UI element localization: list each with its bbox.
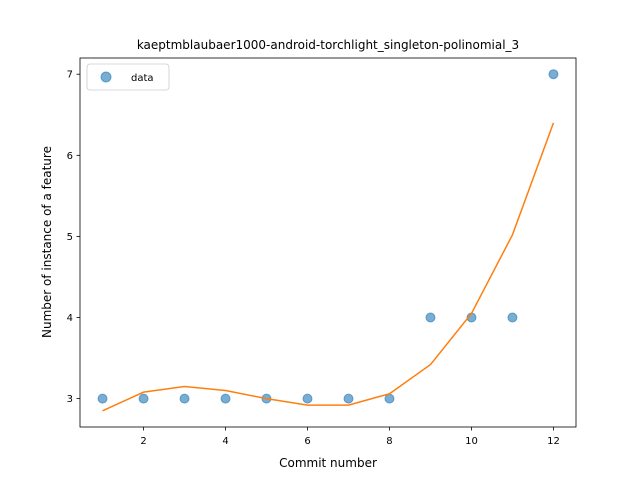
data-point xyxy=(548,69,559,80)
chart-title: kaeptmblaubaer1000-android-torchlight_si… xyxy=(137,38,519,52)
y-tick-label: 5 xyxy=(67,232,73,243)
plot-area xyxy=(97,69,559,412)
x-tick-label: 4 xyxy=(222,436,228,447)
x-tick-label: 6 xyxy=(304,436,310,447)
legend-box xyxy=(86,63,170,91)
data-point xyxy=(302,393,313,404)
y-tick-label: 4 xyxy=(67,313,73,324)
y-axis: 3 4 5 6 7 xyxy=(67,70,80,405)
legend: data xyxy=(86,63,170,91)
data-point xyxy=(343,393,354,404)
x-axis-label: Commit number xyxy=(279,456,377,470)
fit-line xyxy=(102,122,555,412)
x-tick-label: 12 xyxy=(547,436,560,447)
axes-frame xyxy=(79,57,577,428)
data-point xyxy=(220,393,231,404)
data-point xyxy=(179,393,190,404)
legend-marker-data xyxy=(100,71,112,83)
data-point xyxy=(138,393,149,404)
data-point xyxy=(384,393,395,404)
x-tick-label: 10 xyxy=(465,436,478,447)
data-point xyxy=(97,393,108,404)
data-point xyxy=(507,312,518,323)
y-tick-label: 3 xyxy=(67,394,73,405)
data-point xyxy=(425,312,436,323)
x-tick-label: 2 xyxy=(140,436,146,447)
legend-label-data: data xyxy=(131,73,154,84)
y-tick-label: 6 xyxy=(67,151,73,162)
y-axis-label: Number of instance of a feature xyxy=(40,146,54,338)
y-tick-label: 7 xyxy=(67,70,73,81)
x-tick-label: 8 xyxy=(386,436,392,447)
x-axis: 2 4 6 8 10 12 xyxy=(140,427,560,447)
